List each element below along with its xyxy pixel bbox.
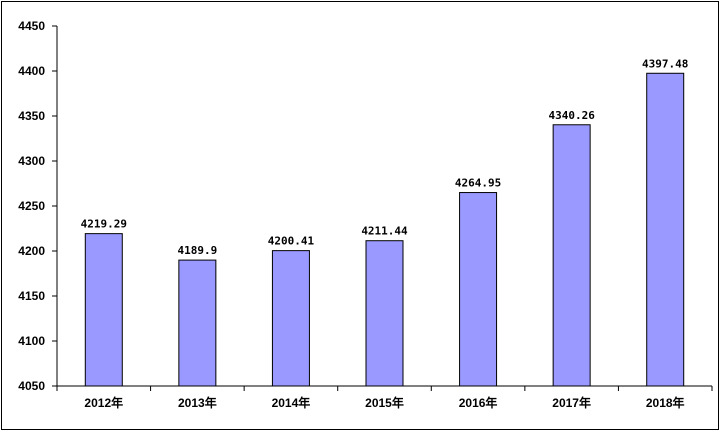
bar-value-label: 4340.26 bbox=[548, 109, 595, 122]
y-tick-label: 4200 bbox=[18, 244, 45, 258]
x-tick-label: 2015年 bbox=[365, 395, 404, 410]
bar bbox=[84, 233, 123, 387]
y-tick-label: 4150 bbox=[18, 289, 45, 303]
bar bbox=[178, 259, 217, 387]
x-tick-label: 2012年 bbox=[84, 395, 123, 410]
bar-value-label: 4264.95 bbox=[455, 177, 501, 190]
bar-value-label: 4397.48 bbox=[642, 57, 688, 70]
y-tick-label: 4350 bbox=[18, 109, 45, 123]
bar bbox=[552, 124, 591, 387]
y-tick-label: 4400 bbox=[18, 64, 45, 78]
x-tick-label: 2018年 bbox=[646, 395, 685, 410]
x-tick-label: 2017年 bbox=[552, 395, 591, 410]
x-tick-label: 2014年 bbox=[272, 395, 311, 410]
bar-value-label: 4211.44 bbox=[361, 225, 408, 238]
y-tick-label: 4050 bbox=[18, 379, 45, 393]
y-tick-label: 4450 bbox=[18, 19, 45, 33]
y-tick-label: 4100 bbox=[18, 334, 45, 348]
y-tick-label: 4300 bbox=[18, 154, 45, 168]
bar bbox=[271, 250, 310, 387]
bar-value-label: 4200.41 bbox=[268, 235, 315, 248]
bar-value-label: 4219.29 bbox=[81, 218, 127, 231]
bar-value-label: 4189.9 bbox=[177, 244, 217, 257]
x-tick-label: 2013年 bbox=[178, 395, 217, 410]
bar bbox=[365, 240, 404, 387]
bar bbox=[459, 192, 498, 387]
y-tick-label: 4250 bbox=[18, 199, 45, 213]
x-tick-label: 2016年 bbox=[459, 395, 498, 410]
bar bbox=[646, 72, 685, 387]
